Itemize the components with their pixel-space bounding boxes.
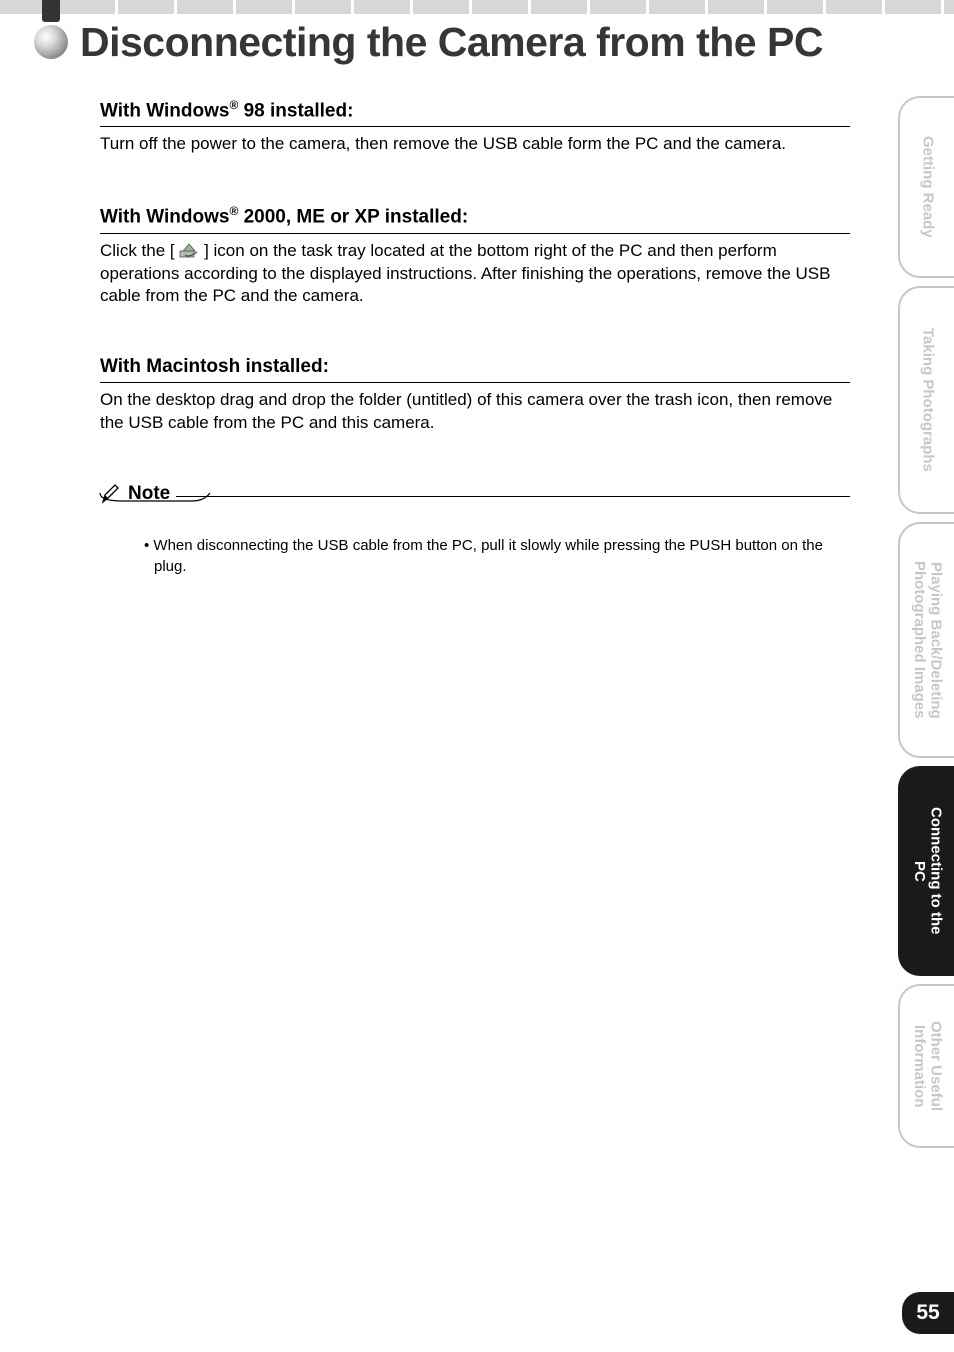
note-block: Note • When disconnecting the USB cable … (100, 483, 850, 577)
tray-eject-icon (179, 241, 199, 259)
section-body-win2000: Click the [ ] icon on the task tray loca… (100, 240, 850, 309)
body-post: ] icon on the task tray located at the b… (100, 241, 830, 306)
note-text: • When disconnecting the USB cable from … (144, 536, 850, 577)
side-tabs: Getting Ready Taking Photographs Playing B… (898, 96, 954, 1148)
tab-1[interactable]: Taking Photographs (898, 286, 954, 514)
tab-0[interactable]: Getting Ready (898, 96, 954, 278)
bullet-stem (42, 0, 60, 22)
heading-text: With Windows (100, 207, 229, 228)
section-body-mac: On the desktop drag and drop the folder … (100, 389, 850, 435)
heading-sup: ® (229, 98, 238, 112)
tab-3[interactable]: Connecting to the PC (898, 766, 954, 976)
tab-label: Playing Back/Deleting Photographed Image… (911, 561, 944, 719)
heading-text: 98 installed: (238, 100, 353, 121)
bullet-icon (34, 25, 68, 59)
section-heading-win98: With Windows® 98 installed: (100, 98, 850, 127)
section-heading-win2000: With Windows® 2000, ME or XP installed: (100, 204, 850, 233)
tab-2[interactable]: Playing Back/Deleting Photographed Image… (898, 522, 954, 758)
tab-label: Getting Ready (919, 136, 936, 238)
body-pre: Click the [ (100, 241, 179, 260)
section-heading-mac: With Macintosh installed: (100, 356, 850, 383)
heading-text: With Windows (100, 100, 229, 121)
heading-text: With Macintosh installed: (100, 356, 329, 377)
page-number: 55 (902, 1292, 954, 1334)
note-header: Note (100, 483, 850, 505)
tab-4[interactable]: Other Useful Information (898, 984, 954, 1148)
heading-text: 2000, ME or XP installed: (238, 207, 468, 228)
tab-label: Other Useful Information (911, 1021, 944, 1111)
page-title: Disconnecting the Camera from the PC (80, 19, 823, 66)
note-rule (176, 496, 850, 497)
content-area: With Windows® 98 installed: Turn off the… (100, 98, 850, 577)
heading-sup: ® (229, 204, 238, 218)
title-band: Disconnecting the Camera from the PC (0, 14, 954, 70)
note-swash (92, 491, 212, 507)
section-body-win98: Turn off the power to the camera, then r… (100, 133, 850, 156)
tab-label: Connecting to the PC (911, 807, 944, 935)
tab-label: Taking Photographs (919, 328, 936, 472)
